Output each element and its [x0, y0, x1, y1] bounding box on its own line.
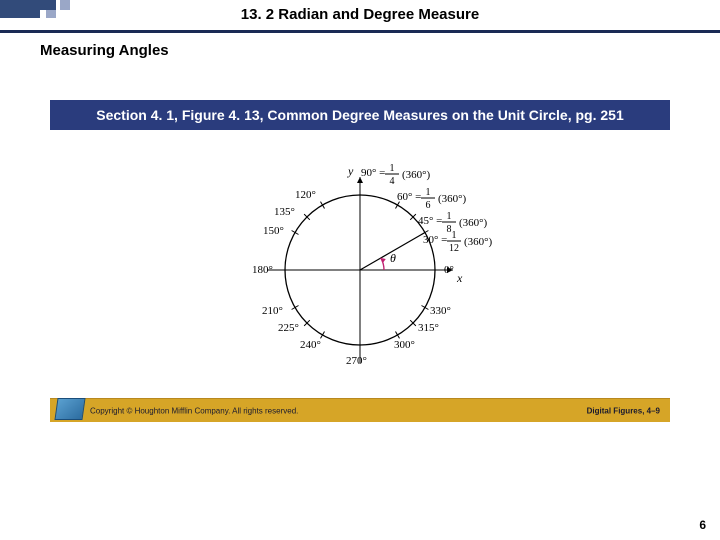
svg-text:60° =: 60° = — [397, 191, 421, 203]
svg-text:0°: 0° — [444, 264, 454, 276]
svg-text:8: 8 — [447, 224, 452, 235]
textbook-icon — [54, 398, 85, 420]
svg-text:12: 12 — [449, 243, 459, 254]
svg-text:4: 4 — [390, 176, 395, 187]
figure-footer: Copyright © Houghton Mifflin Company. Al… — [50, 398, 670, 422]
svg-text:315°: 315° — [418, 322, 439, 334]
svg-text:1: 1 — [426, 187, 431, 198]
svg-text:(360°): (360°) — [459, 217, 488, 229]
slide-title: 13. 2 Radian and Degree Measure — [0, 6, 720, 23]
svg-text:330°: 330° — [430, 305, 451, 317]
figure-section-header: Section 4. 1, Figure 4. 13, Common Degre… — [50, 100, 670, 130]
copyright-text: Copyright © Houghton Mifflin Company. Al… — [90, 406, 298, 415]
svg-text:45° =: 45° = — [418, 215, 442, 227]
svg-text:90° =: 90° = — [361, 167, 385, 179]
svg-text:1: 1 — [447, 211, 452, 222]
svg-text:y: y — [347, 164, 354, 178]
page-number: 6 — [699, 518, 706, 532]
slide-subtitle: Measuring Angles — [40, 42, 169, 59]
svg-text:1: 1 — [390, 163, 395, 174]
figure-reference: Digital Figures, 4–9 — [587, 406, 660, 415]
svg-text:θ: θ — [390, 251, 396, 265]
svg-text:120°: 120° — [295, 189, 316, 201]
svg-text:150°: 150° — [263, 225, 284, 237]
unit-circle-diagram: θyx0°30° =112(360°)45° =18(360°)60° =16(… — [50, 130, 670, 398]
header-rule — [0, 30, 720, 33]
svg-text:30° =: 30° = — [423, 234, 447, 246]
svg-text:1: 1 — [452, 230, 457, 241]
svg-text:300°: 300° — [394, 339, 415, 351]
svg-text:(360°): (360°) — [464, 236, 493, 248]
svg-text:225°: 225° — [278, 322, 299, 334]
svg-text:135°: 135° — [274, 206, 295, 218]
svg-text:x: x — [456, 271, 463, 285]
svg-text:(360°): (360°) — [402, 169, 431, 181]
svg-text:6: 6 — [426, 200, 431, 211]
figure-block: Section 4. 1, Figure 4. 13, Common Degre… — [50, 100, 670, 422]
svg-text:240°: 240° — [300, 339, 321, 351]
svg-text:270°: 270° — [346, 355, 367, 367]
svg-text:(360°): (360°) — [438, 193, 467, 205]
svg-text:210°: 210° — [262, 305, 283, 317]
svg-text:180°: 180° — [252, 264, 273, 276]
